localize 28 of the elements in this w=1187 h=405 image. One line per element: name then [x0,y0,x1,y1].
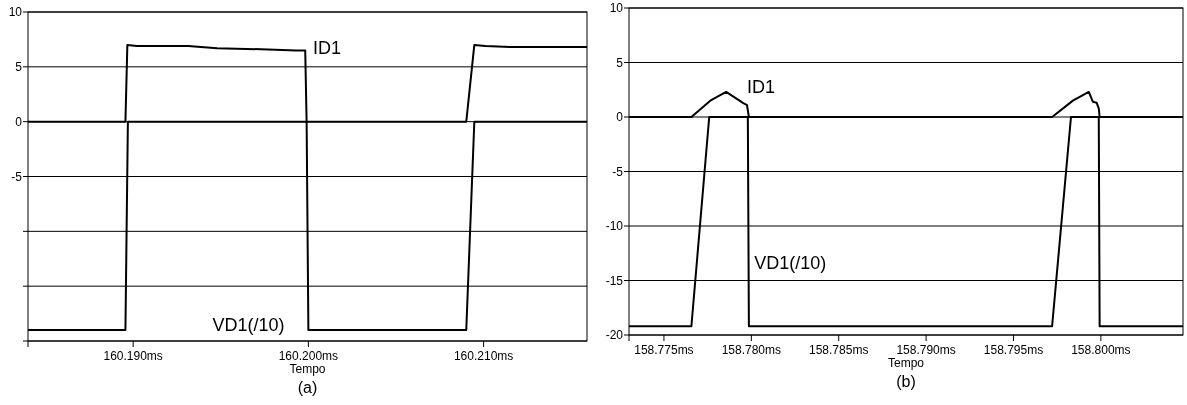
y-tick-label: 0 [15,114,23,129]
series-label: ID1 [313,38,342,59]
y-tick-label: -20 [605,328,624,343]
y-tick-label: -10 [605,219,624,234]
y-tick-label: 5 [616,55,624,70]
series-label: VD1(/10) [754,253,827,274]
y-tick-label: 5 [15,60,23,75]
x-tick-label: 160.200ms [278,349,339,363]
series-label: ID1 [747,76,776,97]
x-tick-label: 158.785ms [809,343,869,357]
y-tick-label: -5 [11,169,23,184]
y-tick-label: -5 [612,164,624,179]
y-tick-label: 0 [616,110,624,125]
x-tick-label: 158.790ms [896,343,956,357]
x-axis-title: Tempo [887,356,925,370]
y-tick-label: 10 [609,1,624,16]
x-axis-title: Tempo [289,362,326,376]
x-tick-label: 160.210ms [453,349,514,363]
x-tick-label: 158.800ms [1071,343,1131,357]
y-tick-label: 10 [8,5,23,20]
x-tick-label: 158.775ms [634,343,694,357]
text: (b) [896,373,916,390]
x-tick-label: 160.190ms [103,349,163,363]
y-tick-label: -15 [605,273,624,288]
x-tick-label: 158.795ms [983,343,1044,357]
x-tick-label: 158.780ms [721,343,782,357]
text: (a) [297,379,318,396]
series-label: VD1(/10) [212,314,285,335]
